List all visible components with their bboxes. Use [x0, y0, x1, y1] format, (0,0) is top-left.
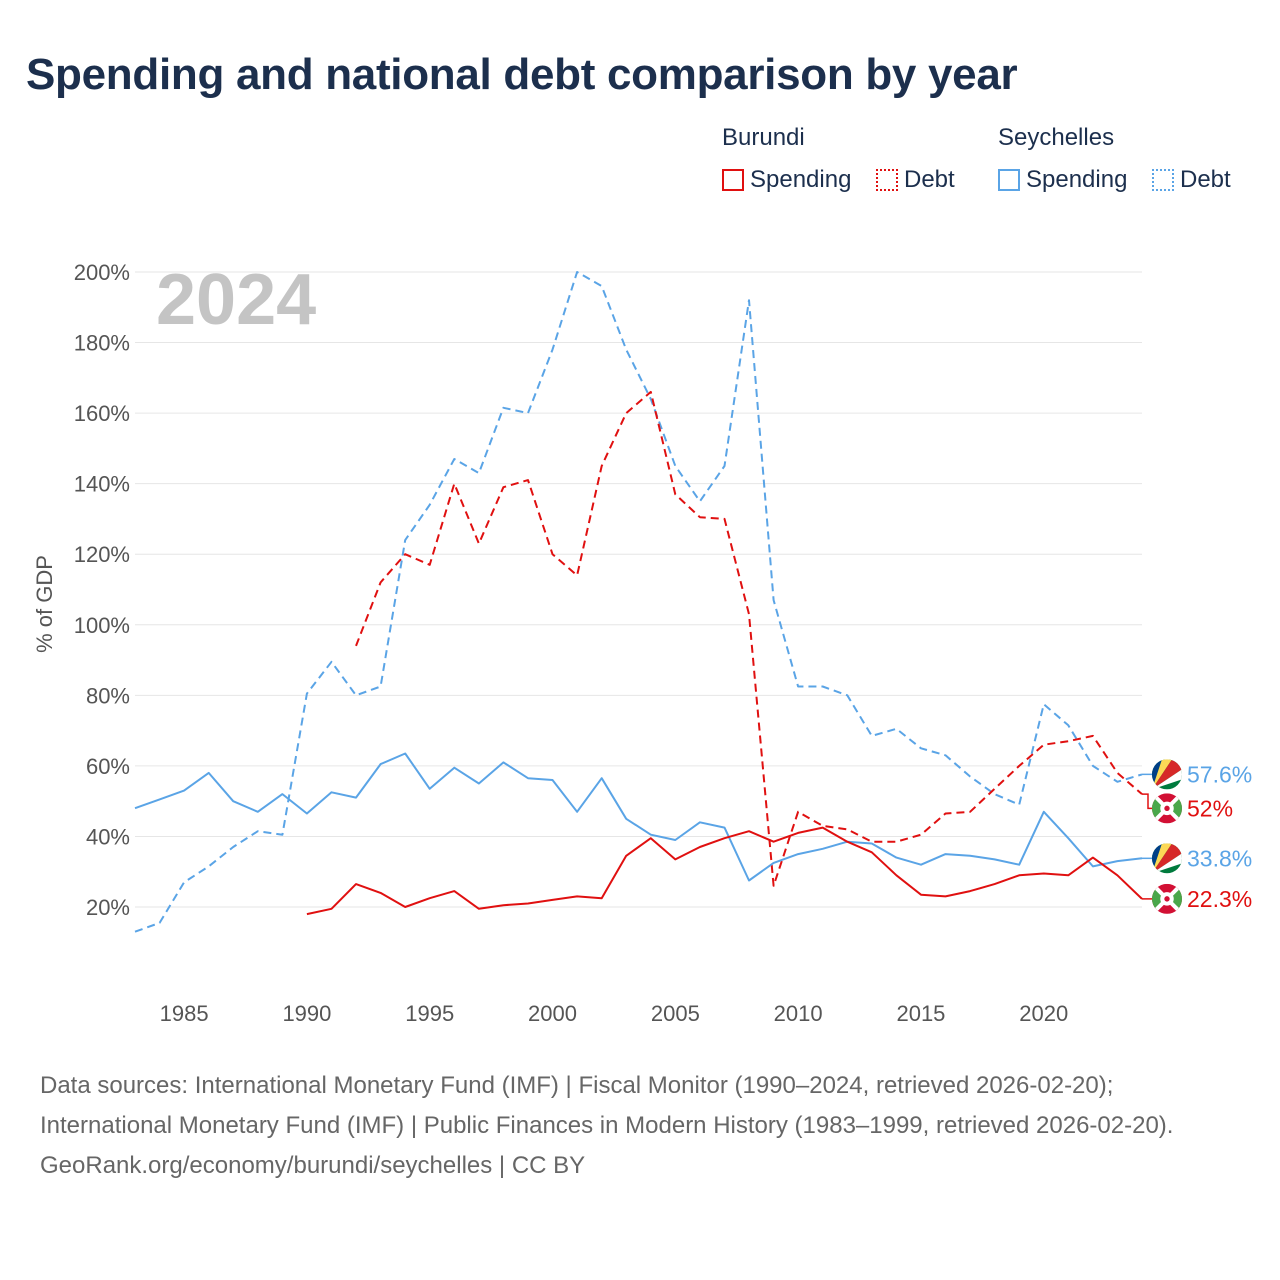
- chart-title: Spending and national debt comparison by…: [26, 50, 1018, 99]
- dotted-line-swatch-icon: [1152, 169, 1174, 191]
- y-tick-label: 120%: [74, 542, 130, 567]
- legend-burundi-debt[interactable]: Debt: [876, 166, 955, 194]
- seychelles-debt-end-marker: 57.6%: [1142, 759, 1252, 790]
- legend-seychelles-title: Seychelles: [998, 124, 1115, 151]
- x-tick-label: 2010: [774, 1001, 823, 1026]
- y-tick-label: 100%: [74, 613, 130, 638]
- y-tick-label: 80%: [86, 683, 130, 708]
- seychelles-flag-icon: [1152, 843, 1182, 874]
- y-tick-label: 180%: [74, 331, 130, 356]
- series-lines: [134, 271, 1143, 933]
- legend-seychelles-spending-label: Spending: [1026, 166, 1128, 193]
- series-end-value: 33.8%: [1187, 845, 1252, 871]
- y-tick-label: 140%: [74, 472, 130, 497]
- series-end-markers: 57.6% 52% 33.8% 22.3%: [1142, 759, 1252, 914]
- data-sources: Data sources: International Monetary Fun…: [40, 1072, 1174, 1139]
- dotted-line-swatch-icon: [876, 169, 898, 191]
- y-axis: 20% 40% 60% 80% 100% 120% 140% 160% 180% 200%: [74, 260, 130, 920]
- burundi-debt-line[interactable]: [355, 390, 1143, 887]
- solid-line-swatch-icon: [722, 169, 744, 191]
- y-axis-title: % of GDP: [32, 555, 57, 653]
- x-tick-label: 1995: [405, 1001, 454, 1026]
- seychelles-spending-line[interactable]: [134, 752, 1143, 882]
- solid-line-swatch-icon: [998, 169, 1020, 191]
- seychelles-spending-end-marker: 33.8%: [1142, 843, 1252, 874]
- seychelles-debt-line[interactable]: [134, 271, 1143, 933]
- legend-seychelles-spending[interactable]: Spending: [998, 166, 1127, 194]
- legend-burundi-debt-label: Debt: [904, 166, 955, 193]
- y-tick-label: 20%: [86, 895, 130, 920]
- y-tick-label: 40%: [86, 824, 130, 849]
- x-tick-label: 1990: [282, 1001, 331, 1026]
- x-tick-label: 2020: [1019, 1001, 1068, 1026]
- y-tick-label: 60%: [86, 754, 130, 779]
- x-tick-label: 2005: [651, 1001, 700, 1026]
- burundi-debt-end-marker: 52%: [1142, 793, 1233, 824]
- burundi-spending-end-marker: 22.3%: [1142, 883, 1252, 914]
- legend-seychelles-debt[interactable]: Debt: [1152, 166, 1231, 194]
- gridlines: [135, 271, 1142, 908]
- legend-burundi-spending[interactable]: Spending: [722, 166, 851, 194]
- legend-seychelles-debt-label: Debt: [1180, 166, 1231, 193]
- line-chart: 20% 40% 60% 80% 100% 120% 140% 160% 180% 200% 198…: [32, 260, 1252, 1026]
- x-tick-label: 2000: [528, 1001, 577, 1026]
- series-end-value: 22.3%: [1187, 886, 1252, 912]
- x-tick-label: 2015: [896, 1001, 945, 1026]
- y-tick-label: 160%: [74, 401, 130, 426]
- burundi-flag-icon: [1152, 793, 1182, 824]
- x-tick-label: 1985: [160, 1001, 209, 1026]
- x-axis: 1985 1990 1995 2000 2005 2010 2015 2020: [160, 1001, 1069, 1026]
- legend-burundi-title: Burundi: [722, 124, 805, 151]
- series-end-value: 52%: [1187, 795, 1233, 821]
- current-year-watermark: 2024: [156, 260, 316, 340]
- y-tick-label: 200%: [74, 260, 130, 285]
- attribution-link[interactable]: GeoRank.org/economy/burundi/seychelles |…: [40, 1152, 586, 1179]
- burundi-spending-line[interactable]: [306, 826, 1143, 916]
- legend-burundi-spending-label: Spending: [750, 166, 852, 193]
- seychelles-flag-icon: [1152, 759, 1182, 790]
- series-end-value: 57.6%: [1187, 761, 1252, 787]
- footer: Data sources: International Monetary Fun…: [40, 1066, 1240, 1186]
- burundi-flag-icon: [1152, 883, 1182, 914]
- connector-line: [1142, 793, 1152, 810]
